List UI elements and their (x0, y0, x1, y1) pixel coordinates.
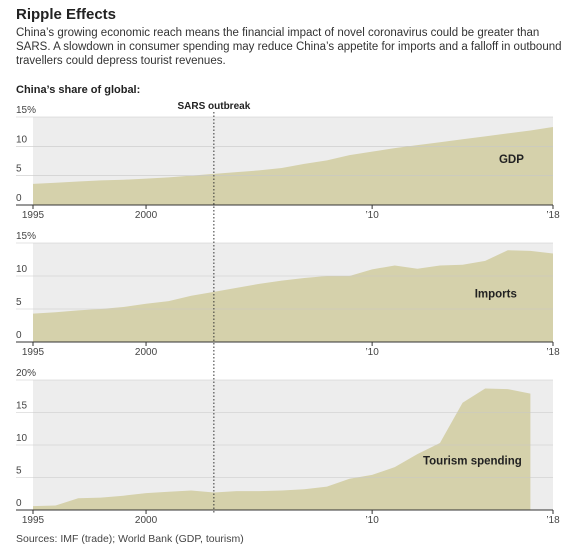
source: Sources: IMF (trade); World Bank (GDP, t… (16, 533, 244, 545)
y-tick-label: 5 (16, 164, 22, 175)
y-tick-label: 15% (16, 105, 36, 116)
series-label: Tourism spending (423, 456, 522, 468)
x-tick-label: 1995 (22, 347, 45, 358)
x-tick-label: 2000 (135, 347, 158, 358)
area (33, 250, 553, 342)
section-label: China’s share of global: (16, 84, 141, 96)
series-label: GDP (499, 154, 524, 166)
charts: GDP 0 5 10 15% 1995 2000 ’10 ’18 Imports 0 5 10 15% 19… (16, 101, 560, 526)
x-tick-label: ’18 (546, 210, 560, 221)
x-tick-label: 1995 (22, 515, 45, 526)
y-tick-label: 0 (16, 330, 22, 341)
area (33, 388, 531, 510)
x-tick-label: 2000 (135, 210, 158, 221)
x-tick-label: 2000 (135, 515, 158, 526)
y-tick-label: 10 (16, 433, 28, 444)
y-tick-label: 0 (16, 498, 22, 509)
x-tick-label: ’10 (365, 515, 379, 526)
y-tick-label: 15% (16, 231, 36, 242)
x-tick-label: ’18 (546, 515, 560, 526)
series-label: Imports (475, 288, 517, 300)
y-tick-label: 5 (16, 297, 22, 308)
x-tick-label: ’18 (546, 347, 560, 358)
y-tick-label: 5 (16, 466, 22, 477)
title: Ripple Effects (16, 6, 117, 23)
annotation: SARS outbreak (177, 101, 250, 112)
y-tick-label: 20% (16, 368, 36, 379)
y-tick-label: 0 (16, 193, 22, 204)
y-tick-label: 15 (16, 401, 28, 412)
subtitle: China’s growing economic reach means the… (16, 27, 562, 67)
y-tick-label: 10 (16, 134, 28, 145)
x-tick-label: ’10 (365, 210, 379, 221)
x-tick-label: 1995 (22, 210, 45, 221)
y-tick-label: 10 (16, 264, 28, 275)
x-tick-label: ’10 (365, 347, 379, 358)
